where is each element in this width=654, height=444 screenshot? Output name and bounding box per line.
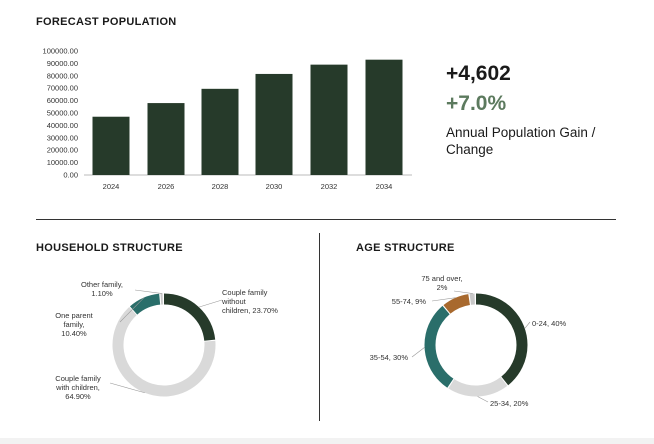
donut-slice — [112, 293, 216, 397]
age-structure-title: AGE STRUCTURE — [356, 242, 455, 254]
donut-slice — [424, 293, 528, 397]
donut-slice — [424, 293, 528, 397]
leader-line — [198, 299, 223, 308]
donut-slice — [112, 293, 216, 397]
y-tick-label: 10000.00 — [47, 158, 78, 167]
donut-slice — [424, 293, 528, 397]
population-change-percent: +7.0% — [446, 92, 507, 115]
slice-label: Couple family without children, 23.70% — [221, 288, 278, 315]
y-tick-label: 70000.00 — [47, 84, 78, 93]
vertical-divider — [319, 233, 320, 421]
stats-description: Annual Population Gain / Change — [446, 125, 596, 157]
bar-2024 — [92, 116, 130, 175]
slice-label: One parent family, 10.40% — [55, 311, 93, 338]
household-structure-title: HOUSEHOLD STRUCTURE — [36, 242, 183, 254]
bar-2032 — [310, 64, 348, 175]
leader-line — [109, 382, 145, 394]
bar-2030 — [255, 73, 293, 175]
population-stats: +4,602 +7.0% Annual Population Gain / Ch… — [446, 62, 646, 158]
population-gain: +4,602 — [446, 62, 511, 85]
x-tick-label: 2032 — [321, 182, 338, 191]
y-tick-label: 80000.00 — [47, 71, 78, 80]
y-tick-label: 50000.00 — [47, 109, 78, 118]
y-tick-label: 0.00 — [63, 171, 78, 180]
leader-line — [119, 297, 145, 323]
leader-line — [431, 297, 456, 302]
y-tick-label: 20000.00 — [47, 146, 78, 155]
leader-line — [453, 290, 473, 294]
y-tick-label: 90000.00 — [47, 59, 78, 68]
bar-2028 — [201, 88, 239, 175]
leader-line — [134, 289, 163, 294]
slice-label: 0-24, 40% — [532, 319, 567, 328]
donut-slice — [424, 293, 528, 397]
slice-label: 55-74, 9% — [392, 297, 427, 306]
bar-2034 — [365, 59, 403, 175]
leader-line — [477, 396, 489, 403]
slice-label: 75 and over, 2% — [421, 274, 462, 292]
donut-slice — [424, 293, 528, 397]
x-tick-label: 2024 — [103, 182, 120, 191]
footer-bar — [0, 438, 654, 444]
x-tick-label: 2034 — [376, 182, 393, 191]
slice-label: Other family, 1.10% — [81, 280, 123, 298]
leader-line — [524, 321, 531, 329]
forecast-population-title: FORECAST POPULATION — [36, 16, 177, 28]
x-tick-label: 2028 — [212, 182, 229, 191]
y-tick-label: 40000.00 — [47, 121, 78, 130]
donut-slice — [112, 293, 216, 397]
slice-label: 25-34, 20% — [490, 399, 529, 408]
slice-label: 35-54, 30% — [370, 353, 409, 362]
bar-2026 — [147, 103, 185, 175]
leader-line — [411, 347, 425, 358]
horizontal-divider — [36, 219, 616, 220]
x-tick-label: 2026 — [158, 182, 175, 191]
y-tick-label: 60000.00 — [47, 96, 78, 105]
y-tick-label: 30000.00 — [47, 133, 78, 142]
slice-label: Couple family with children, 64.90% — [55, 374, 101, 401]
y-tick-label: 100000.00 — [43, 47, 78, 56]
x-tick-label: 2030 — [266, 182, 283, 191]
